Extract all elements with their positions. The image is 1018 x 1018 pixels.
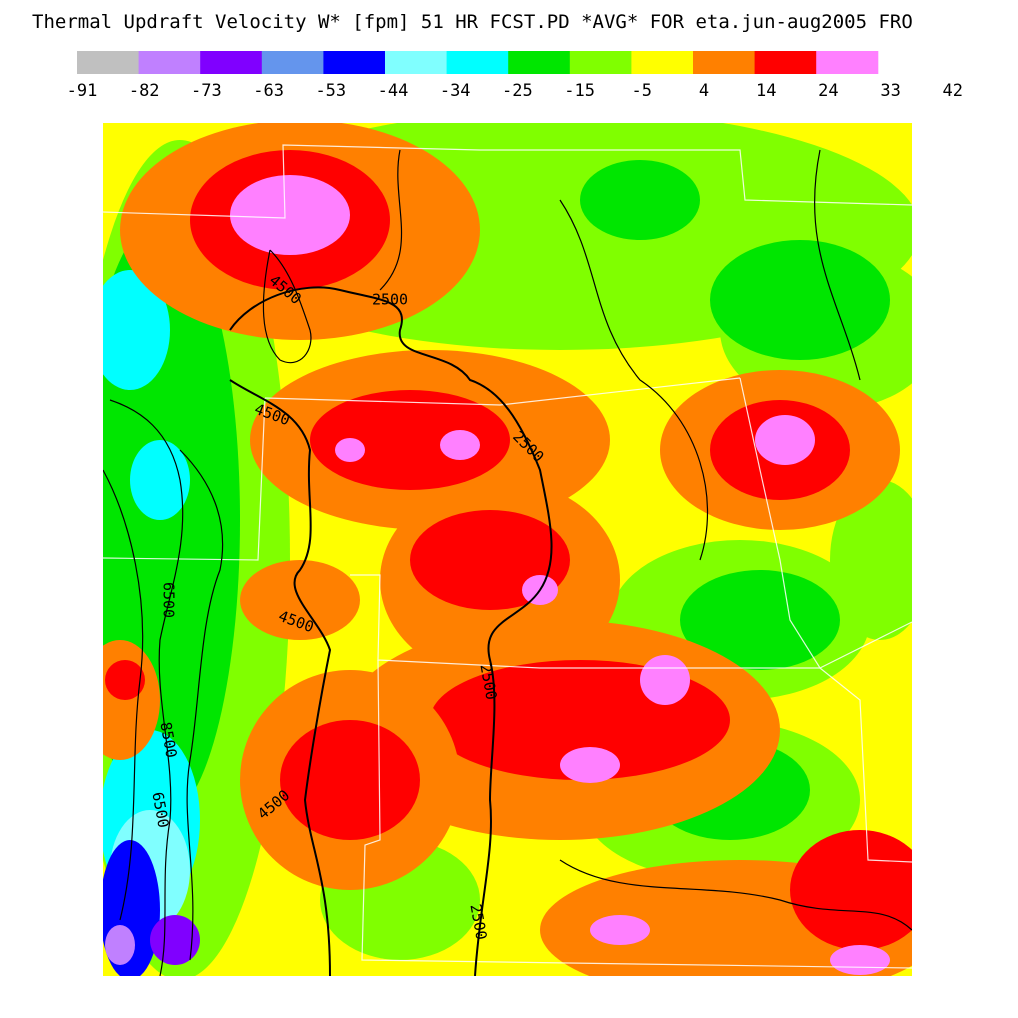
legend-label: -73 bbox=[191, 81, 222, 101]
field-region bbox=[580, 160, 700, 240]
contour-label: 2500 bbox=[372, 291, 408, 309]
contour-label: 2500 bbox=[466, 903, 490, 942]
legend-label: -5 bbox=[632, 81, 652, 101]
legend-label: -34 bbox=[440, 81, 471, 101]
legend-label: -63 bbox=[253, 81, 284, 101]
field-region bbox=[103, 640, 160, 760]
legend-swatch bbox=[569, 51, 632, 74]
legend-swatch bbox=[200, 51, 263, 74]
legend-label: -44 bbox=[378, 81, 409, 101]
field-region bbox=[790, 830, 912, 950]
legend-label: -15 bbox=[564, 81, 595, 101]
legend-swatch bbox=[446, 51, 509, 74]
field-region bbox=[335, 438, 365, 462]
field-region bbox=[103, 270, 170, 390]
field-region bbox=[640, 655, 690, 705]
field-region bbox=[590, 915, 650, 945]
field-region bbox=[680, 570, 840, 670]
field-region bbox=[755, 415, 815, 465]
legend-label: -53 bbox=[315, 81, 346, 101]
legend-label: 33 bbox=[880, 81, 900, 101]
title: Thermal Updraft Velocity W* [fpm] 51 HR … bbox=[32, 11, 913, 33]
legend-swatch bbox=[631, 51, 694, 74]
field-region bbox=[830, 480, 912, 640]
contour-label: 6500 bbox=[160, 582, 178, 618]
field-region bbox=[130, 440, 190, 520]
legend-swatch bbox=[323, 51, 386, 74]
field-region bbox=[150, 915, 200, 965]
legend-label: 4 bbox=[699, 81, 709, 101]
contour-label: 2500 bbox=[476, 663, 500, 702]
field-region bbox=[830, 945, 890, 975]
field-region bbox=[105, 660, 145, 700]
state-borders bbox=[103, 144, 912, 969]
field-region bbox=[440, 430, 480, 460]
field-region bbox=[230, 175, 350, 255]
field-region bbox=[280, 720, 420, 840]
contours bbox=[103, 149, 912, 976]
legend-swatch bbox=[261, 51, 324, 74]
legend-swatch bbox=[508, 51, 571, 74]
legend-swatch bbox=[816, 51, 879, 74]
legend-swatch bbox=[138, 51, 201, 74]
legend-label: -91 bbox=[67, 81, 98, 101]
legend-swatch bbox=[693, 51, 756, 74]
legend: -91 -82 -73 -63 -53 -44 -34 -25 -15 -5 4 14 24 33 42 bbox=[67, 51, 963, 101]
legend-label: 14 bbox=[756, 81, 776, 101]
legend-label: 42 bbox=[943, 81, 963, 101]
legend-label: -25 bbox=[502, 81, 533, 101]
legend-label: 24 bbox=[818, 81, 838, 101]
legend-swatch bbox=[385, 51, 448, 74]
field-region bbox=[105, 925, 135, 965]
legend-label: -82 bbox=[129, 81, 160, 101]
map bbox=[103, 123, 912, 976]
contour-label: 8500 bbox=[156, 721, 180, 760]
contour-label: 6500 bbox=[148, 791, 172, 830]
field-region bbox=[710, 240, 890, 360]
field-region bbox=[310, 390, 510, 490]
field-region bbox=[560, 747, 620, 783]
legend-swatch bbox=[77, 51, 140, 74]
legend-swatch bbox=[754, 51, 817, 74]
